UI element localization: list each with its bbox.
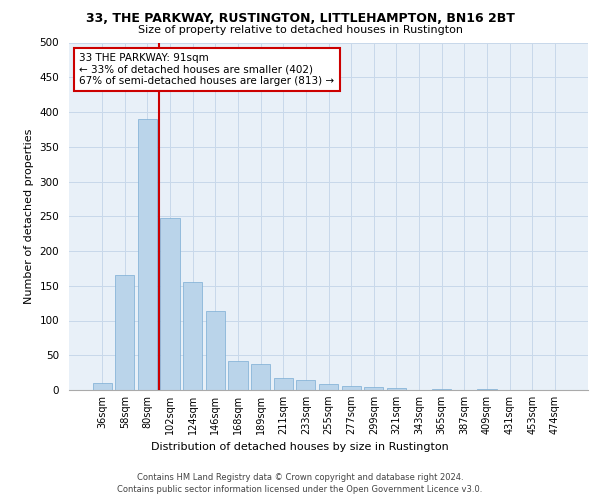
- Bar: [183, 282, 202, 390]
- Bar: [206, 312, 225, 390]
- Text: Contains public sector information licensed under the Open Government Licence v3: Contains public sector information licen…: [118, 485, 482, 494]
- Text: 33, THE PARKWAY, RUSTINGTON, LITTLEHAMPTON, BN16 2BT: 33, THE PARKWAY, RUSTINGTON, LITTLEHAMPT…: [86, 12, 514, 26]
- Bar: [387, 388, 406, 390]
- Bar: [251, 364, 270, 390]
- Bar: [138, 119, 157, 390]
- Bar: [296, 380, 316, 390]
- Text: Size of property relative to detached houses in Rustington: Size of property relative to detached ho…: [137, 25, 463, 35]
- Bar: [160, 218, 180, 390]
- Bar: [115, 276, 134, 390]
- Bar: [229, 361, 248, 390]
- Bar: [319, 384, 338, 390]
- Bar: [92, 383, 112, 390]
- Bar: [364, 387, 383, 390]
- Bar: [274, 378, 293, 390]
- Y-axis label: Number of detached properties: Number of detached properties: [24, 128, 34, 304]
- Bar: [341, 386, 361, 390]
- Text: Contains HM Land Registry data © Crown copyright and database right 2024.: Contains HM Land Registry data © Crown c…: [137, 472, 463, 482]
- Text: Distribution of detached houses by size in Rustington: Distribution of detached houses by size …: [151, 442, 449, 452]
- Bar: [432, 388, 451, 390]
- Bar: [477, 388, 497, 390]
- Text: 33 THE PARKWAY: 91sqm
← 33% of detached houses are smaller (402)
67% of semi-det: 33 THE PARKWAY: 91sqm ← 33% of detached …: [79, 53, 335, 86]
